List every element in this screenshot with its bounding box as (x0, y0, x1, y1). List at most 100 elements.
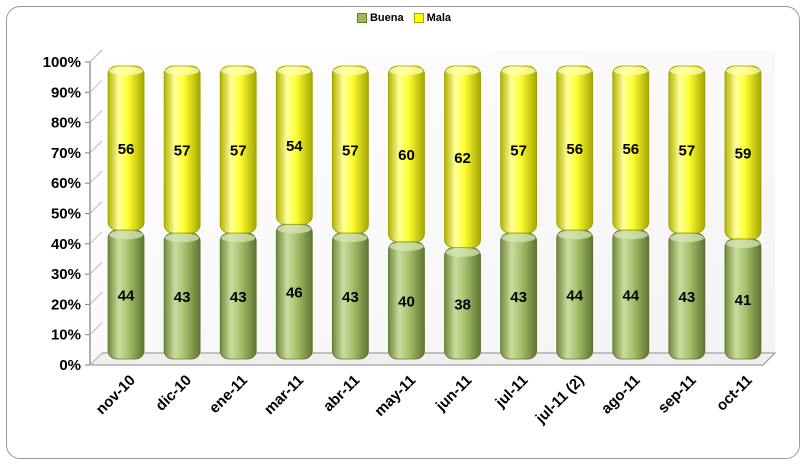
data-label-mala: 59 (735, 145, 752, 162)
bar-group (107, 65, 145, 360)
bar-cap-mala (445, 66, 480, 76)
bar-cap-buena (333, 233, 368, 243)
legend-item-buena: Buena (356, 12, 404, 24)
data-label-mala: 57 (510, 143, 527, 160)
bar-group (163, 65, 201, 360)
bar-group (724, 65, 762, 360)
y-depth-tick (89, 322, 103, 336)
y-tick-label: 60% (51, 175, 81, 192)
data-label-buena: 40 (398, 293, 415, 310)
bar-mala (500, 65, 538, 234)
x-tick-label: ene-11 (206, 372, 251, 417)
bar-cap-mala (725, 66, 760, 76)
bar-mala (724, 65, 762, 240)
bar-cap-mala (277, 66, 312, 76)
bar-mala (612, 65, 650, 231)
legend-label-buena: Buena (369, 12, 404, 24)
bar-cap-buena (109, 230, 144, 240)
y-tick-label: 20% (51, 296, 81, 313)
bar-cap-mala (669, 66, 704, 76)
bar-mala (275, 65, 313, 225)
x-tick-label: jul-11 (2) (532, 372, 588, 428)
bar-mala (107, 65, 145, 231)
bar-group (219, 65, 257, 360)
bar-cap-buena (725, 239, 760, 249)
bar-group (331, 65, 369, 360)
data-label-buena: 43 (230, 289, 247, 306)
legend-label-mala: Mala (426, 12, 452, 24)
bar-cap-buena (501, 233, 536, 243)
data-label-buena: 43 (679, 289, 696, 306)
y-depth-tick (89, 231, 103, 245)
y-tick-label: 10% (51, 327, 81, 344)
bar-cap-buena (221, 233, 256, 243)
y-depth-tick (89, 170, 103, 184)
bar-cap-mala (557, 66, 592, 76)
y-tick-label: 70% (51, 145, 81, 162)
legend-item-mala: Mala (413, 12, 452, 24)
x-tick-label: dic-10 (152, 372, 195, 415)
y-tick-label: 40% (51, 236, 81, 253)
bar-mala (444, 65, 481, 249)
bar-cap-mala (333, 66, 368, 76)
data-label-buena: 44 (118, 288, 135, 305)
data-label-mala: 60 (398, 147, 415, 164)
bar-cap-mala (221, 66, 256, 76)
x-tick-label: may-11 (371, 372, 419, 420)
y-depth-tick (89, 79, 103, 93)
data-label-mala: 54 (286, 138, 303, 155)
y-depth-tick (89, 110, 103, 123)
bar-cap-buena (445, 248, 480, 257)
bar-group (556, 65, 594, 360)
x-tick-label: jul-11 (492, 372, 532, 412)
bar-group (668, 65, 706, 360)
y-tick-label: 90% (51, 84, 81, 101)
bar-cap-mala (165, 66, 200, 76)
bar-cap-buena (557, 230, 592, 240)
bar-cap-buena (165, 233, 200, 243)
bar-group (444, 65, 481, 360)
legend: Buena Mala (0, 12, 808, 24)
data-label-buena: 46 (286, 285, 303, 302)
bar-mala (388, 65, 425, 243)
bar-group (500, 65, 538, 360)
y-depth-tick (89, 352, 103, 366)
data-label-mala: 57 (230, 143, 247, 160)
data-label-mala: 57 (174, 143, 191, 160)
x-tick-label: sep-11 (655, 372, 700, 417)
y-depth-tick (89, 49, 103, 63)
bar-cap-mala (109, 66, 144, 76)
data-label-buena: 38 (454, 296, 471, 313)
bar-group (388, 65, 425, 360)
bar-group (612, 65, 650, 360)
data-label-mala: 56 (566, 141, 583, 158)
y-tick-label: 100% (43, 54, 81, 71)
x-tick-label: jun-11 (432, 372, 475, 415)
data-label-buena: 41 (735, 292, 752, 309)
plot-wall (90, 50, 775, 365)
data-label-mala: 62 (454, 150, 471, 167)
bar-group (275, 65, 313, 360)
y-tick-label: 0% (59, 357, 81, 374)
bar-cap-buena (613, 230, 648, 240)
bar-mala (556, 65, 594, 231)
x-tick-label: oct-11 (713, 372, 756, 415)
data-label-buena: 43 (510, 289, 527, 306)
bar-mala (163, 65, 201, 234)
data-label-mala: 57 (342, 143, 359, 160)
bar-cap-mala (613, 66, 648, 76)
x-tick-label: abr-11 (320, 372, 363, 415)
data-label-mala: 56 (118, 141, 135, 158)
legend-swatch-mala (413, 13, 424, 23)
bar-cap-mala (501, 66, 536, 76)
y-tick-label: 80% (51, 115, 81, 132)
y-tick-label: 30% (51, 266, 81, 283)
y-depth-tick (89, 292, 103, 305)
y-depth-tick (89, 140, 103, 154)
y-depth-tick (89, 261, 103, 275)
data-label-buena: 44 (622, 288, 639, 305)
bar-mala (219, 65, 257, 234)
x-tick-label: ago-11 (598, 372, 644, 418)
bar-cap-buena (389, 242, 424, 252)
legend-swatch-buena (356, 13, 367, 23)
